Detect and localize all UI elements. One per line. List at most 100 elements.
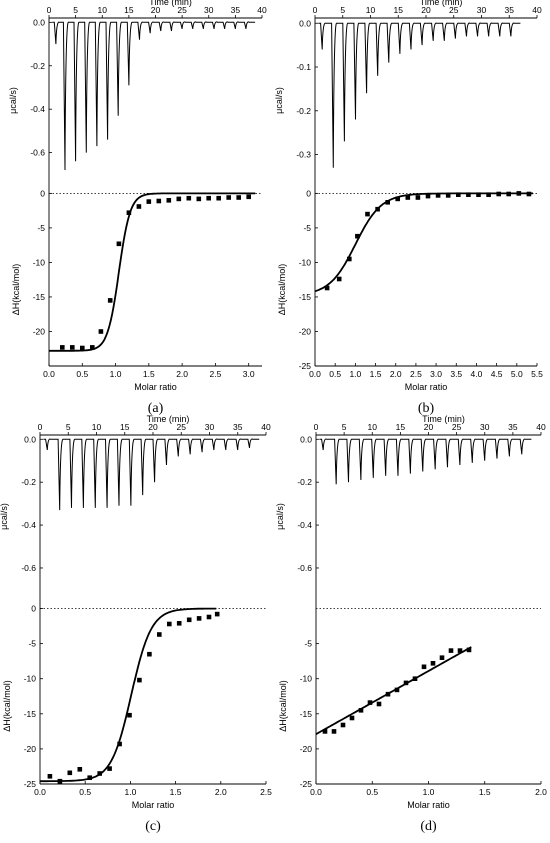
data-point [70, 345, 75, 350]
enthalpy-tick-label: -10 [24, 674, 37, 684]
data-point [206, 614, 212, 620]
enthalpy-tick-label: -20 [24, 744, 37, 754]
enthalpy-tick-label: -15 [33, 292, 46, 302]
power-tick-label: 0.0 [300, 434, 312, 444]
data-point [425, 193, 431, 199]
data-point [107, 298, 113, 303]
ratio-tick-label: 0.5 [79, 787, 91, 797]
power-axis-title: μcal/s) [275, 503, 285, 530]
data-point [324, 285, 330, 291]
itc-panel: 0 5 10 15 20 25 30 35 40 Time (min) 0.0 -0.2 -0.4 -0.… [0, 414, 272, 834]
power-tick-label: 0.0 [299, 18, 311, 28]
ratio-tick-label: 1.5 [479, 787, 491, 797]
data-point [395, 196, 400, 202]
time-tick-label: 20 [424, 422, 434, 432]
enthalpy-axis-title: ΔH(kcal/mol) [11, 264, 21, 316]
time-axis-title: Time (min) [422, 414, 465, 424]
enthalpy-tick-label: 0 [40, 188, 45, 198]
time-tick-label: 30 [480, 422, 490, 432]
ratio-tick-label: 0.5 [329, 369, 341, 379]
data-point [405, 195, 411, 200]
data-point [116, 241, 122, 247]
ratio-tick-label: 4.5 [491, 369, 503, 379]
data-point [67, 770, 73, 776]
data-point [412, 676, 418, 681]
ratio-tick-label: 2.0 [215, 787, 227, 797]
time-tick-label: 40 [536, 422, 546, 432]
data-point [216, 195, 221, 201]
ratio-tick-label: 1.0 [349, 369, 361, 379]
ratio-tick-label: 1.5 [143, 369, 155, 379]
enthalpy-axis-title: ΔH(kcal/mol) [277, 264, 287, 316]
enthalpy-tick-label: -20 [300, 744, 313, 754]
data-point [167, 621, 172, 627]
power-tick-label: -0.2 [30, 61, 45, 71]
power-tick-label: -0.4 [297, 520, 312, 530]
itc-panel: 0 5 10 15 20 25 30 35 40 Time (min) 0.0 -0.1 -0.2 -0.… [274, 0, 543, 416]
time-tick-label: 30 [477, 5, 487, 15]
power-tick-label: -0.6 [21, 563, 36, 573]
data-point [403, 680, 409, 686]
power-tick-label: -0.4 [30, 104, 45, 114]
data-point [196, 616, 202, 621]
power-tick-label: -0.1 [296, 62, 311, 72]
ratio-tick-label: 1.0 [423, 787, 435, 797]
ratio-tick-label: 2.5 [260, 787, 272, 797]
data-point [358, 708, 364, 713]
data-point [385, 200, 390, 205]
data-point [349, 715, 355, 721]
time-tick-label: 0 [38, 422, 43, 432]
enthalpy-tick-label: -5 [304, 639, 312, 649]
time-tick-label: 15 [124, 5, 134, 15]
data-point [445, 193, 451, 198]
data-point [394, 687, 400, 693]
ratio-axis-title: Molar ratio [405, 382, 448, 392]
time-tick-label: 20 [148, 422, 158, 432]
data-point [57, 778, 63, 784]
enthalpy-tick-label: -15 [299, 292, 312, 302]
data-point [439, 655, 445, 660]
time-tick-label: 25 [177, 5, 187, 15]
time-tick-label: 5 [342, 422, 347, 432]
data-point [214, 611, 220, 617]
ratio-tick-label: 0.5 [76, 369, 88, 379]
data-point [136, 204, 142, 209]
time-tick-label: 30 [205, 422, 215, 432]
data-point [340, 722, 346, 728]
data-point [107, 766, 112, 771]
data-point [186, 617, 192, 623]
data-point [457, 648, 463, 653]
data-point [166, 198, 172, 203]
power-axis-title: μcal/s) [274, 87, 284, 114]
data-point [186, 195, 192, 201]
data-point [117, 741, 122, 747]
ratio-axis-title: Molar ratio [407, 800, 450, 810]
data-point [385, 691, 391, 697]
data-point [506, 191, 511, 197]
data-point [77, 767, 83, 772]
data-point [336, 276, 342, 282]
time-tick-label: 30 [204, 5, 214, 15]
enthalpy-tick-label: -5 [303, 223, 311, 233]
ratio-tick-label: 0.0 [309, 369, 321, 379]
power-axis-title: μcal/s) [8, 87, 18, 114]
data-point [355, 233, 360, 239]
enthalpy-tick-label: -5 [37, 223, 45, 233]
time-axis-title: Time (min) [147, 414, 190, 424]
time-axis-title: Time (min) [149, 0, 192, 7]
enthalpy-tick-label: 0 [31, 604, 36, 614]
time-tick-label: 40 [261, 422, 271, 432]
time-tick-label: 25 [452, 422, 462, 432]
data-point [126, 210, 132, 215]
panel-label: (a) [148, 401, 164, 416]
power-tick-label: -0.2 [297, 477, 312, 487]
fit-curve [314, 192, 533, 293]
enthalpy-tick-label: -20 [299, 326, 312, 336]
ratio-tick-label: 0.5 [366, 787, 378, 797]
time-tick-label: 25 [449, 5, 459, 15]
raw-thermogram [318, 22, 521, 168]
panel-label: (b) [418, 401, 435, 416]
power-tick-label: -0.6 [30, 148, 45, 158]
data-point [448, 648, 454, 653]
time-tick-label: 35 [231, 5, 241, 15]
